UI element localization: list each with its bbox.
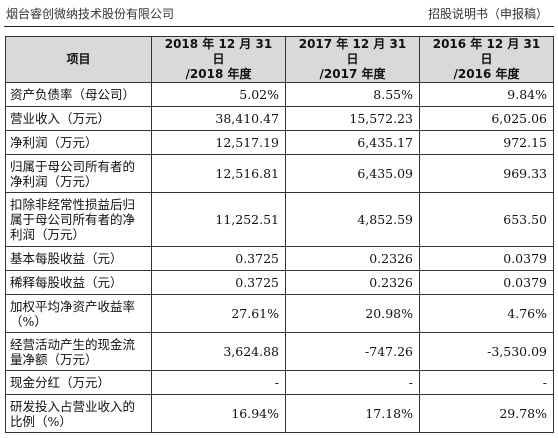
cell-2017: 8.55%: [285, 82, 420, 107]
table-row: 扣除非经常性损益后归属于母公司所有者的净利润（万元） 11,252.51 4,8…: [5, 192, 554, 247]
cell-2018: 0.3725: [151, 246, 286, 271]
cell-2016: 6,025.06: [419, 106, 554, 131]
row-label: 经营活动产生的现金流量净额（万元）: [5, 332, 152, 371]
cell-2016: 9.84%: [419, 82, 554, 107]
cell-2018: 16.94%: [151, 394, 286, 433]
row-label: 资产负债率（母公司）: [5, 82, 152, 107]
cell-2016: -: [419, 370, 554, 395]
cell-2016: 4.76%: [419, 294, 554, 333]
table-row: 研发投入占营业收入的比例（%） 16.94% 17.18% 29.78%: [5, 394, 554, 433]
cell-2017: 4,852.59: [285, 192, 420, 247]
cell-2018: 27.61%: [151, 294, 286, 333]
company-name: 烟台睿创微纳技术股份有限公司: [6, 6, 175, 21]
cell-2016: 0.0379: [419, 246, 554, 271]
column-header-2017: 2017 年 12 月 31 日 /2017 年度: [285, 36, 420, 83]
row-label: 营业收入（万元）: [5, 106, 152, 131]
cell-2017: -747.26: [285, 332, 420, 371]
cell-2017: 0.2326: [285, 246, 420, 271]
cell-2016: 972.15: [419, 130, 554, 155]
cell-2017: -: [285, 370, 420, 395]
table-row: 资产负债率（母公司） 5.02% 8.55% 9.84%: [5, 82, 554, 107]
column-header-2018: 2018 年 12 月 31 日 /2018 年度: [151, 36, 286, 83]
cell-2016: 969.33: [419, 154, 554, 193]
cell-2017: 17.18%: [285, 394, 420, 433]
table-header-row: 项目 2018 年 12 月 31 日 /2018 年度 2017 年 12 月…: [5, 36, 554, 83]
document-type: 招股说明书（申报稿）: [427, 6, 548, 21]
row-label: 归属于母公司所有者的净利润（万元）: [5, 154, 152, 193]
row-label: 研发投入占营业收入的比例（%）: [5, 394, 152, 433]
cell-2016: 653.50: [419, 192, 554, 247]
cell-2017: 6,435.09: [285, 154, 420, 193]
column-header-item: 项目: [5, 36, 152, 83]
cell-2016: 29.78%: [419, 394, 554, 433]
cell-2017: 20.98%: [285, 294, 420, 333]
table-row: 基本每股收益（元） 0.3725 0.2326 0.0379: [5, 246, 554, 271]
cell-2017: 15,572.23: [285, 106, 420, 131]
cell-2018: 12,516.81: [151, 154, 286, 193]
table-row: 归属于母公司所有者的净利润（万元） 12,516.81 6,435.09 969…: [5, 154, 554, 193]
cell-2017: 0.2326: [285, 270, 420, 295]
cell-2018: -: [151, 370, 286, 395]
page-header: 烟台睿创微纳技术股份有限公司 招股说明书（申报稿）: [4, 0, 554, 27]
table-row: 加权平均净资产收益率（%） 27.61% 20.98% 4.76%: [5, 294, 554, 333]
row-label: 加权平均净资产收益率（%）: [5, 294, 152, 333]
cell-2018: 3,624.88: [151, 332, 286, 371]
row-label: 稀释每股收益（元）: [5, 270, 152, 295]
table-row: 经营活动产生的现金流量净额（万元） 3,624.88 -747.26 -3,53…: [5, 332, 554, 371]
row-label: 净利润（万元）: [5, 130, 152, 155]
cell-2017: 6,435.17: [285, 130, 420, 155]
cell-2018: 12,517.19: [151, 130, 286, 155]
row-label: 扣除非经常性损益后归属于母公司所有者的净利润（万元）: [5, 192, 152, 247]
row-label: 现金分红（万元）: [5, 370, 152, 395]
table-row: 营业收入（万元） 38,410.47 15,572.23 6,025.06: [5, 106, 554, 131]
cell-2018: 38,410.47: [151, 106, 286, 131]
table-row: 现金分红（万元） - - -: [5, 370, 554, 395]
row-label: 基本每股收益（元）: [5, 246, 152, 271]
cell-2018: 5.02%: [151, 82, 286, 107]
cell-2016: -3,530.09: [419, 332, 554, 371]
table-row: 稀释每股收益（元） 0.3725 0.2326 0.0379: [5, 270, 554, 295]
cell-2016: 0.0379: [419, 270, 554, 295]
cell-2018: 11,252.51: [151, 192, 286, 247]
column-header-2016: 2016 年 12 月 31 日 /2016 年度: [419, 36, 554, 83]
cell-2018: 0.3725: [151, 270, 286, 295]
table-row: 净利润（万元） 12,517.19 6,435.17 972.15: [5, 130, 554, 155]
financial-indicators-table: 项目 2018 年 12 月 31 日 /2018 年度 2017 年 12 月…: [5, 36, 554, 433]
